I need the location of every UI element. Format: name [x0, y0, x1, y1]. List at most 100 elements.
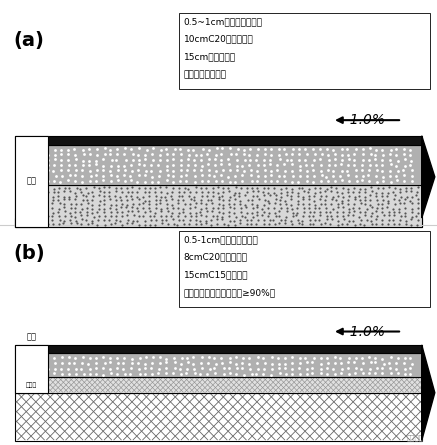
Text: 路基（素土对实，压实度≥90%）: 路基（素土对实，压实度≥90%）: [184, 288, 276, 297]
Point: [71, 151, 78, 158]
Point: [204, 208, 211, 215]
Point: [135, 151, 142, 158]
Point: [96, 188, 103, 195]
Point: [361, 200, 368, 207]
Point: [385, 217, 392, 224]
Point: [127, 172, 134, 179]
Point: [344, 196, 351, 203]
Point: [119, 221, 126, 228]
Point: [192, 188, 199, 195]
Point: [226, 193, 233, 200]
Point: [237, 216, 244, 223]
Point: [243, 204, 250, 211]
Point: [51, 370, 58, 377]
Point: [28, 196, 35, 203]
Point: [335, 193, 342, 200]
Point: [265, 184, 272, 191]
Point: [331, 161, 338, 168]
Point: [369, 221, 376, 228]
Point: [177, 150, 184, 158]
Point: [30, 167, 37, 174]
Point: [38, 189, 45, 196]
Point: [208, 217, 215, 224]
Point: [38, 353, 45, 360]
Point: [214, 205, 221, 212]
Point: [17, 216, 24, 223]
Point: [15, 156, 22, 163]
Point: [44, 151, 51, 158]
Point: [20, 189, 27, 196]
Point: [24, 151, 31, 158]
Point: [226, 145, 233, 152]
Point: [66, 172, 73, 179]
Point: [162, 184, 169, 191]
Point: [269, 366, 276, 373]
Point: [181, 184, 188, 191]
Point: [73, 185, 80, 192]
Point: [329, 193, 336, 200]
Point: [33, 216, 40, 223]
Point: [73, 200, 80, 207]
Point: [339, 204, 346, 211]
Point: [101, 150, 108, 158]
Point: [122, 156, 129, 163]
Point: [288, 161, 295, 168]
Point: [164, 200, 171, 207]
Point: [37, 213, 44, 220]
Point: [77, 185, 84, 192]
Point: [43, 192, 50, 199]
Point: [265, 220, 272, 227]
Point: [309, 364, 316, 371]
Point: [92, 364, 99, 372]
Point: [99, 162, 106, 170]
Text: 绿口平台: 绿口平台: [407, 434, 424, 441]
Point: [208, 208, 215, 215]
Point: [153, 200, 160, 207]
Point: [60, 204, 67, 211]
Point: [17, 172, 24, 179]
Point: [51, 189, 58, 196]
Point: [135, 212, 142, 219]
Point: [93, 360, 100, 367]
Point: [232, 213, 239, 220]
Point: [384, 192, 391, 199]
Point: [260, 371, 267, 378]
Point: [282, 167, 289, 174]
Point: [371, 155, 378, 162]
Point: [277, 204, 284, 211]
Point: [316, 145, 323, 152]
Point: [387, 146, 394, 153]
Point: [282, 197, 289, 204]
Point: [239, 162, 246, 169]
Point: [168, 189, 175, 196]
Point: [61, 188, 68, 195]
Point: [312, 205, 319, 212]
Point: [276, 360, 283, 367]
Bar: [15, 353, 422, 377]
Point: [402, 221, 409, 228]
Point: [16, 150, 23, 157]
Point: [55, 188, 62, 195]
Point: [373, 196, 380, 203]
Point: [37, 167, 44, 174]
Point: [281, 146, 288, 153]
Point: [272, 200, 279, 207]
Point: [134, 204, 141, 211]
Point: [305, 213, 312, 220]
Point: [17, 364, 24, 372]
Point: [394, 354, 401, 361]
Point: [299, 196, 306, 203]
Point: [89, 217, 96, 224]
Point: [311, 184, 318, 191]
Point: [93, 151, 100, 158]
Point: [231, 209, 238, 216]
Point: [316, 212, 323, 219]
Point: [100, 172, 107, 179]
Point: [174, 204, 181, 211]
Point: [254, 146, 261, 153]
Point: [122, 204, 129, 211]
Point: [393, 177, 400, 184]
Point: [150, 145, 157, 152]
Point: [332, 177, 339, 184]
Point: [108, 221, 114, 228]
